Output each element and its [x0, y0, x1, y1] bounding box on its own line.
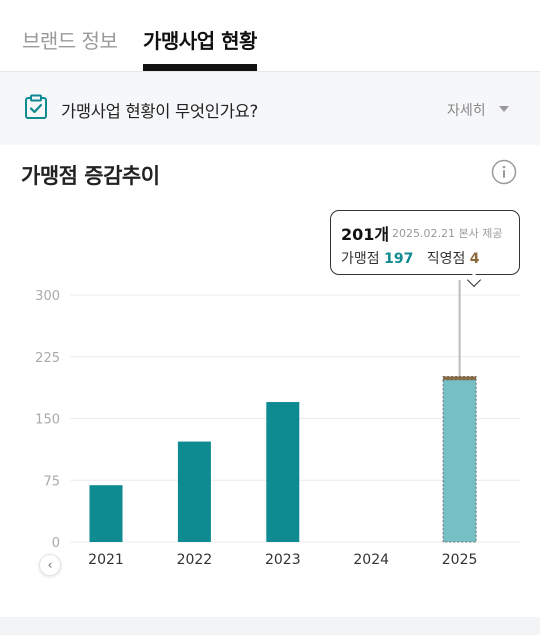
tooltip-breakdown: 가맹점 197 직영점 4 [341, 248, 480, 268]
y-tick-label: 300 [35, 289, 60, 304]
bar-direct [442, 376, 477, 381]
bar-franchise [266, 402, 300, 542]
tooltip-total: 201개 [341, 225, 390, 244]
chart-canvas: 0 75 150 225 300 2021 2022 2023 2024 2025 [35, 280, 520, 568]
y-tick-label: 75 [43, 474, 60, 489]
tooltip-direct-label: 직영점 [426, 251, 466, 267]
bar-franchise [177, 441, 211, 542]
x-tick-label: 2022 [177, 552, 213, 568]
tab-brand-info[interactable]: 브랜드 정보 [22, 29, 118, 53]
active-tab-indicator [143, 64, 257, 71]
faq-details-button[interactable]: 자세히 [447, 103, 486, 119]
tab-divider [0, 71, 540, 72]
tooltip-direct-value: 4 [469, 251, 480, 267]
tooltip-franchise-label: 가맹점 [341, 251, 380, 267]
chart-tooltip: 201개 2025.02.21 본사 제공 가맹점 197 직영점 4 [330, 210, 520, 288]
info-icon[interactable] [491, 159, 517, 185]
x-tick-label: 2024 [353, 552, 389, 568]
tab-bar: 브랜드 정보 가맹사업 현황 [0, 0, 540, 72]
clipboard-check-icon [25, 94, 47, 119]
y-tick-label: 0 [52, 536, 60, 551]
faq-question: 가맹사업 현황이 무엇인가요? [61, 102, 258, 121]
y-tick-label: 225 [35, 351, 60, 366]
tooltip-meta: 2025.02.21 본사 제공 [392, 227, 503, 240]
chevron-down-icon[interactable] [499, 106, 509, 112]
tooltip-franchise-value: 197 [384, 251, 414, 267]
x-tick-label: 2021 [88, 552, 124, 568]
bar-franchise [89, 485, 123, 542]
bar-franchise [442, 379, 477, 543]
faq-banner[interactable]: 가맹사업 현황이 무엇인가요? 자세히 [0, 72, 540, 145]
chart-scroll-left-button[interactable]: ‹ [39, 554, 61, 576]
tab-franchise-status[interactable]: 가맹사업 현황 [143, 29, 257, 53]
section-title: 가맹점 증감추이 [21, 164, 160, 188]
section-divider [0, 617, 540, 635]
x-tick-label: 2025 [442, 552, 478, 568]
x-tick-label: 2023 [265, 552, 301, 568]
franchise-trend-chart: 0 75 150 225 300 2021 2022 2023 2024 2025 [0, 200, 540, 600]
y-tick-label: 150 [35, 413, 60, 428]
